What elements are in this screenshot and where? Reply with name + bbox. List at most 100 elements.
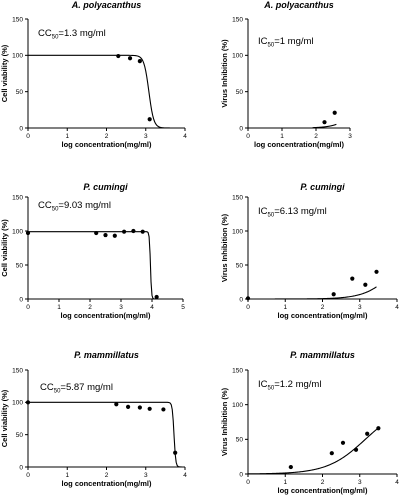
y-tick-label: 50 (236, 262, 244, 269)
x-tick-label: 2 (321, 479, 325, 486)
y-axis-label: Virus Inhibition (%) (220, 387, 229, 456)
x-tick-label: 3 (119, 304, 123, 311)
annotation-value: =9.03 mg/ml (58, 200, 111, 211)
y-tick-label: 150 (12, 16, 23, 23)
annotation-value: =6.13 mg/ml (274, 206, 327, 217)
data-point (140, 229, 145, 234)
data-point (331, 292, 336, 297)
chart-title: A. polyacanthus (263, 0, 334, 10)
x-tick-label: 4 (183, 133, 187, 140)
y-tick-label: 0 (239, 471, 243, 478)
y-tick-label: 0 (19, 464, 23, 471)
data-point (122, 229, 127, 234)
x-tick-label: 3 (144, 133, 148, 140)
data-point (329, 451, 334, 456)
annotation-subscript: 50 (52, 207, 59, 213)
y-tick-label: 0 (239, 296, 243, 303)
data-point (25, 230, 31, 236)
x-tick-label: 1 (280, 133, 284, 140)
x-tick-label: 2 (105, 472, 109, 479)
chart-annotation: CC50=5.87 mg/ml (40, 382, 113, 395)
x-tick-label: 5 (181, 304, 185, 311)
annotation-subscript: 50 (268, 43, 275, 49)
x-axis-label: log concentration(mg/ml) (278, 486, 369, 495)
annotation-prefix: IC (258, 379, 268, 390)
y-tick-label: 50 (16, 432, 24, 439)
x-tick-label: 4 (150, 304, 154, 311)
y-tick-label: 150 (12, 194, 23, 201)
y-tick-label: 0 (19, 125, 23, 132)
chart-title: A. polyacanthus (71, 0, 142, 10)
data-point (173, 450, 178, 455)
x-tick-label: 0 (246, 479, 250, 486)
annotation-value: =5.87 mg/ml (60, 382, 113, 393)
y-tick-label: 50 (16, 262, 24, 269)
x-axis-label: log concentration(mg/ml) (62, 140, 153, 149)
data-point (288, 464, 293, 470)
data-point (365, 431, 370, 436)
data-point (94, 230, 99, 236)
annotation-prefix: CC (38, 28, 52, 39)
y-tick-label: 100 (232, 228, 243, 235)
chart-panel: A. polyacanthus CC50=1.3 mg/ml 0 50 100 150 0 1… (0, 0, 187, 149)
annotation-prefix: CC (40, 382, 54, 393)
annotation-prefix: IC (258, 206, 268, 217)
x-tick-label: 3 (358, 479, 362, 486)
chart-title: P. mammillatus (290, 350, 355, 360)
data-point (116, 53, 121, 59)
chart-title: P. cumingi (83, 182, 128, 192)
data-point (131, 228, 136, 234)
chart-title: P. mammillatus (74, 350, 139, 360)
y-tick-label: 150 (232, 367, 243, 374)
x-tick-label: 0 (26, 304, 30, 311)
fit-curve (28, 401, 185, 468)
annotation-value: =1 mg/ml (274, 36, 313, 47)
x-tick-label: 0 (26, 472, 30, 479)
data-point (103, 232, 108, 238)
data-point (332, 110, 337, 115)
data-point (322, 120, 327, 125)
chart-annotation: IC50=6.13 mg/ml (258, 206, 327, 219)
x-axis-label: log concentration(mg/ml) (278, 311, 369, 320)
data-point (25, 400, 31, 405)
chart-annotation: CC50=1.3 mg/ml (38, 28, 106, 41)
x-tick-label: 2 (88, 304, 92, 311)
annotation-value: =1.2 mg/ml (274, 379, 321, 390)
y-tick-label: 150 (232, 16, 243, 23)
x-tick-label: 2 (321, 304, 325, 311)
chart-annotation: IC50=1 mg/ml (258, 36, 314, 49)
x-tick-label: 1 (65, 472, 69, 479)
y-tick-label: 100 (12, 228, 23, 235)
data-point (245, 296, 251, 301)
data-point (340, 440, 346, 445)
data-point (350, 276, 355, 281)
y-axis-label: Cell viability (%) (0, 44, 9, 102)
x-tick-label: 3 (358, 304, 362, 311)
x-tick-label: 1 (283, 479, 287, 486)
x-tick-label: 0 (26, 133, 30, 140)
fit-curve (248, 427, 379, 475)
data-point (114, 402, 119, 407)
data-point (112, 233, 117, 238)
annotation-subscript: 50 (54, 389, 61, 395)
y-tick-label: 100 (232, 402, 243, 409)
data-point (147, 117, 152, 122)
y-tick-label: 50 (16, 89, 24, 96)
x-tick-label: 3 (348, 133, 352, 140)
x-axis-label: log concentration(mg/ml) (254, 140, 345, 149)
y-axis-label: Cell viability (%) (0, 389, 9, 447)
y-tick-label: 100 (12, 53, 23, 60)
x-axis-label: log concentration(mg/ml) (62, 479, 153, 488)
data-point (125, 404, 131, 409)
annotation-prefix: IC (258, 36, 268, 47)
y-tick-label: 50 (236, 437, 244, 444)
x-tick-label: 2 (105, 133, 109, 140)
x-tick-label: 0 (246, 133, 250, 140)
x-axis-label: log concentration(mg/ml) (61, 311, 152, 320)
x-tick-label: 1 (65, 133, 69, 140)
